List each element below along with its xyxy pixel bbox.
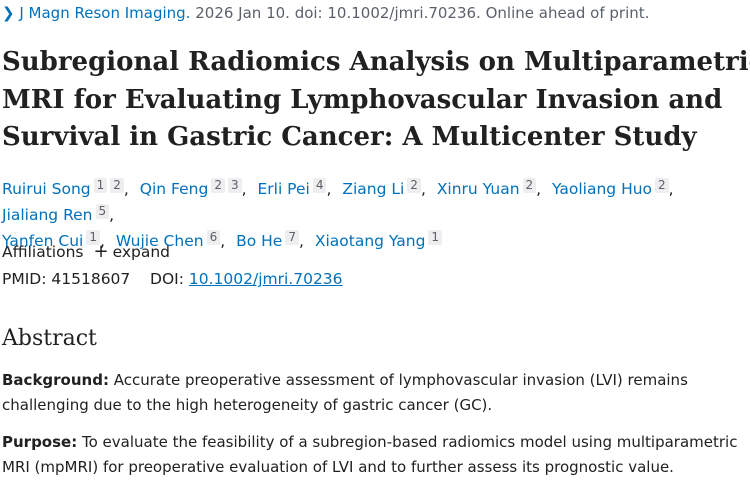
affiliation-number[interactable]: 2	[110, 178, 124, 193]
section-text: Accurate preoperative assessment of lymp…	[2, 371, 688, 414]
author-name[interactable]: Xiaotang Yang	[314, 232, 426, 250]
affiliation-number[interactable]: 2	[522, 178, 537, 193]
article-title: Subregional Radiomics Analysis on Multip…	[2, 44, 750, 157]
affiliation-number[interactable]: 5	[95, 204, 110, 219]
affiliation-number[interactable]: 1	[428, 230, 443, 245]
author-name[interactable]: Yaoliang Huo	[552, 180, 653, 198]
author: Yaoliang Huo 2	[552, 178, 680, 198]
section-label: Purpose:	[2, 433, 78, 451]
affiliation-number[interactable]: 1	[93, 178, 108, 193]
author: Ziang Li 2	[342, 178, 432, 198]
author-name[interactable]: Xinru Yuan	[436, 180, 520, 198]
author: Qin Feng 2 3	[139, 178, 253, 198]
author: Erli Pei 4	[257, 178, 337, 198]
affiliation-number[interactable]: 2	[211, 178, 225, 193]
author-name[interactable]: Bo He	[236, 232, 283, 250]
affiliation-number[interactable]: 7	[285, 230, 299, 245]
journal-link[interactable]: J Magn Reson Imaging.	[19, 4, 191, 22]
affiliation-number[interactable]: 1	[86, 230, 100, 245]
author: Wujie Chen 6	[115, 230, 231, 250]
author: Xinru Yuan 2	[436, 178, 547, 198]
author-name[interactable]: Erli Pei	[257, 180, 310, 198]
chevron: ❯	[2, 4, 15, 22]
abstract-section: Background: Accurate preoperative assess…	[2, 368, 748, 418]
author-name[interactable]: Jialiang Ren	[2, 206, 93, 224]
author-name[interactable]: Yanfen Cui	[2, 232, 84, 250]
title-line: MRI for Evaluating Lymphovascular Invasi…	[2, 84, 723, 115]
identifiers: PMID: 41518607 DOI: 10.1002/jmri.70236	[2, 270, 343, 288]
author: Jialiang Ren 5	[2, 204, 120, 224]
affiliation-number[interactable]: 6	[206, 230, 221, 245]
abstract-section: Purpose: To evaluate the feasibility of …	[2, 430, 748, 480]
affiliation-number[interactable]: 3	[227, 178, 242, 193]
author: Xiaotang Yang 1	[314, 230, 443, 250]
expand-button[interactable]: expand	[112, 243, 170, 261]
author: Ruirui Song 1 2	[2, 178, 135, 198]
citation: ❯ J Magn Reson Imaging. 2026 Jan 10. doi…	[2, 4, 649, 22]
affiliation-number[interactable]: 2	[655, 178, 669, 193]
affiliation-number[interactable]: 4	[312, 178, 327, 193]
pmid: 41518607	[51, 270, 131, 288]
author-name[interactable]: Ziang Li	[342, 180, 405, 198]
author: Bo He 7	[236, 230, 310, 250]
author-name[interactable]: Ruirui Song	[2, 180, 91, 198]
section-label: Background:	[2, 371, 109, 389]
pmid-label: PMID:	[2, 270, 47, 288]
doi-label: DOI:	[150, 270, 184, 288]
affiliation-number[interactable]: 2	[407, 178, 421, 193]
doi-link[interactable]: 10.1002/jmri.70236	[188, 270, 343, 288]
title-line: Survival in Gastric Cancer: A Multicente…	[2, 122, 697, 152]
author: Yanfen Cui 1	[2, 230, 111, 250]
affiliations: Affiliations + expand	[2, 241, 170, 262]
author-name[interactable]: Wujie Chen	[115, 232, 204, 250]
title-line: Subregional Radiomics Analysis on Multip…	[2, 47, 750, 77]
abstract-heading: Abstract	[2, 326, 97, 351]
section-text: To evaluate the feasibility of a subregi…	[2, 433, 738, 476]
abstract-sections: Background: Accurate preoperative assess…	[2, 368, 748, 492]
plus-icon[interactable]: +	[93, 241, 109, 262]
author-name[interactable]: Qin Feng	[139, 180, 209, 198]
affiliations-label: Affiliations	[2, 243, 84, 261]
citation-details: 2026 Jan 10. doi: 10.1002/jmri.70236. On…	[195, 4, 650, 22]
